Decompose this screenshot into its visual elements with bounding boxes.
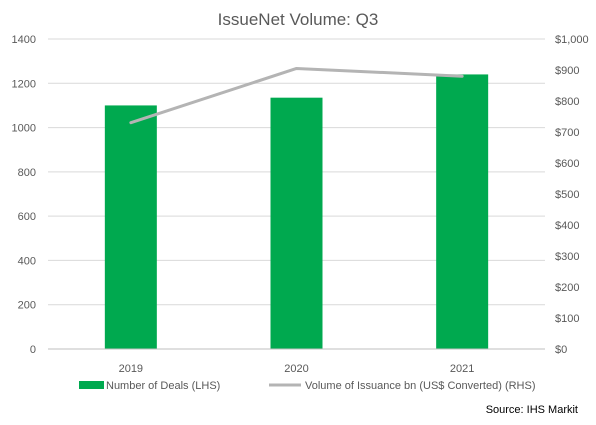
right-tick-label: $600 (555, 158, 579, 170)
right-tick-label: $400 (555, 220, 579, 232)
right-tick-label: $900 (555, 65, 579, 77)
left-axis: 0 200 400 600 800 1000 1200 1400 (12, 34, 36, 356)
bar (436, 74, 489, 349)
bar-series (104, 74, 489, 349)
x-axis: 2019 2020 2021 (48, 348, 545, 375)
left-tick-label: 1000 (12, 123, 36, 135)
left-tick-label: 400 (18, 255, 36, 267)
volume-line (129, 66, 464, 125)
left-tick-label: 0 (30, 344, 36, 356)
x-tick-label: 2021 (450, 363, 474, 375)
legend-label-volume: Volume of Issuance bn (US$ Converted) (R… (305, 380, 536, 392)
right-axis: $0 $100 $200 $300 $400 $500 $600 $700 $800 $900 $1… (555, 34, 589, 356)
bar (104, 105, 157, 349)
x-tick-label: 2020 (284, 363, 308, 375)
left-tick-label: 800 (18, 167, 36, 179)
x-tick-label: 2019 (119, 363, 143, 375)
legend: Number of Deals (LHS) Volume of Issuance… (79, 380, 536, 392)
right-tick-label: $1,000 (555, 34, 589, 46)
right-tick-label: $100 (555, 313, 579, 325)
left-tick-label: 600 (18, 211, 36, 223)
right-tick-label: $500 (555, 189, 579, 201)
left-tick-label: 200 (18, 300, 36, 312)
legend-swatch-deals (79, 381, 104, 389)
right-tick-label: $700 (555, 127, 579, 139)
right-tick-label: $800 (555, 96, 579, 108)
left-tick-label: 1200 (12, 78, 36, 90)
legend-label-deals: Number of Deals (LHS) (106, 380, 220, 392)
right-tick-label: $300 (555, 251, 579, 263)
source-note: Source: IHS Markit (486, 404, 578, 416)
right-tick-label: $200 (555, 282, 579, 294)
chart-title: IssueNet Volume: Q3 (218, 10, 379, 29)
bar (270, 97, 323, 349)
left-tick-label: 1400 (12, 34, 36, 46)
right-tick-label: $0 (555, 344, 567, 356)
line-series (129, 66, 464, 125)
